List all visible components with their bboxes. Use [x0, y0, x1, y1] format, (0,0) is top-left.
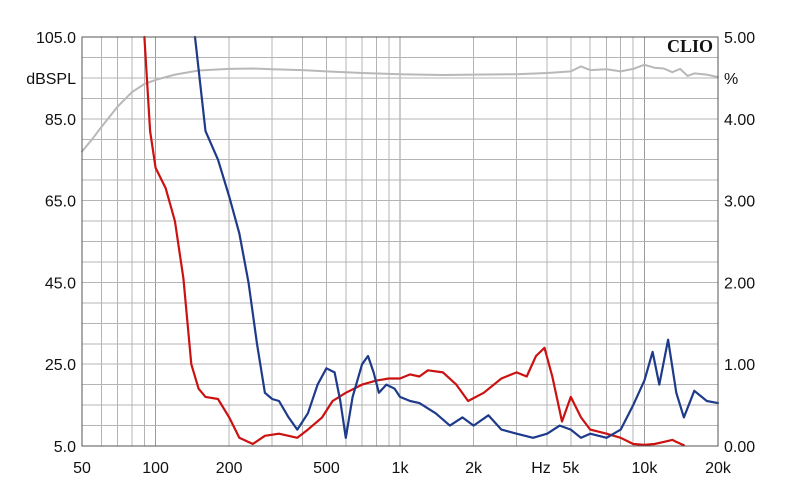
y-right-tick-label: 0.00: [724, 439, 755, 456]
y-right-tick-labels: 5.00 4.00 3.00 2.00 1.00 0.00: [724, 30, 755, 456]
curves: [81, 35, 720, 447]
y-left-tick-label: 105.0: [36, 30, 76, 47]
x-tick-label: 20k: [705, 460, 732, 477]
x-tick-label: 200: [216, 460, 243, 477]
y-right-tick-label: 2.00: [724, 275, 755, 292]
y-left-tick-label: 5.0: [54, 439, 76, 456]
x-unit-label: Hz: [531, 460, 551, 477]
blue-distortion-curve: [193, 35, 720, 439]
x-tick-label: 50: [73, 460, 91, 477]
x-tick-label: 500: [313, 460, 340, 477]
brand-logo-text: CLIO: [667, 36, 713, 56]
red-distortion-curve: [143, 35, 686, 447]
y-right-tick-label: 1.00: [724, 357, 755, 374]
y-left-tick-label: 85.0: [45, 112, 76, 129]
y-right-axis-label: %: [724, 71, 738, 88]
x-tick-label: 1k: [392, 460, 410, 477]
y-right-tick-label: 5.00: [724, 30, 755, 47]
y-left-axis-label: dBSPL: [26, 71, 76, 88]
y-right-tick-label: 3.00: [724, 194, 755, 211]
y-left-tick-label: 25.0: [45, 357, 76, 374]
x-tick-label: 100: [142, 460, 169, 477]
y-left-tick-label: 45.0: [45, 275, 76, 292]
thd-reference-curve: [81, 63, 719, 153]
x-tick-label: 2k: [465, 460, 483, 477]
x-tick-label: 5k: [562, 460, 580, 477]
y-left-tick-labels: 105.0 85.0 65.0 45.0 25.0 5.0: [36, 30, 76, 456]
y-right-tick-label: 4.00: [724, 112, 755, 129]
y-left-tick-label: 65.0: [45, 194, 76, 211]
plot-frame: [81, 36, 719, 447]
x-tick-label: 10k: [632, 460, 659, 477]
x-tick-labels: 50 100 200 500 1k 2k 5k 10k 20k: [73, 460, 732, 477]
